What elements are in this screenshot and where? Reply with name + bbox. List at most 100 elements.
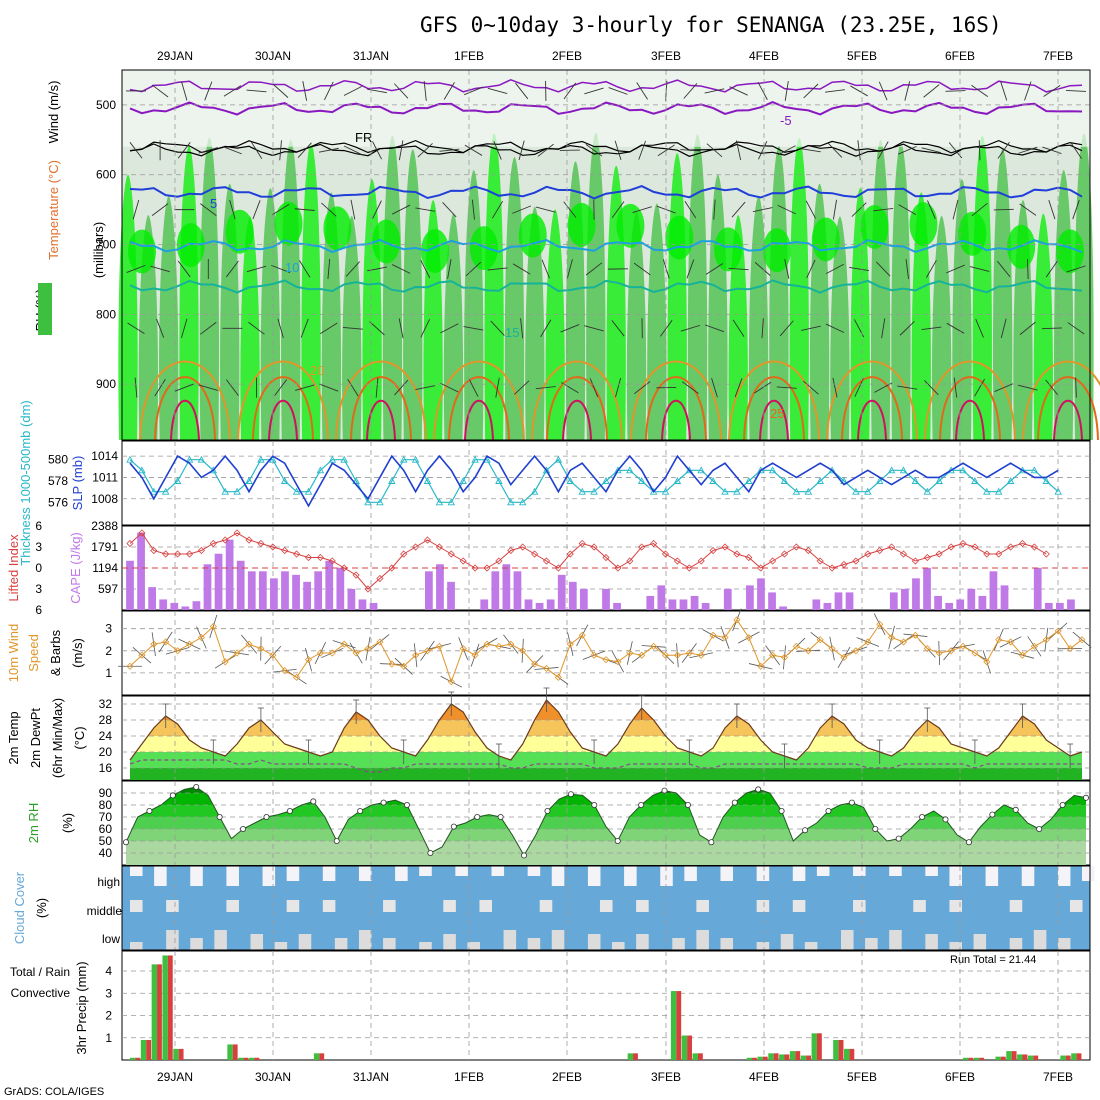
temp-25-contour xyxy=(546,376,608,441)
cape-bar xyxy=(314,571,323,610)
cape-bar xyxy=(170,602,179,610)
wind-barb xyxy=(520,318,524,339)
low-cloud-gap xyxy=(358,930,372,950)
cloud-middle-label: middle xyxy=(87,904,123,918)
precip-conv-bar xyxy=(676,991,682,1060)
wind-barb xyxy=(684,200,697,219)
rh-tick: 90 xyxy=(99,786,113,800)
thickness-point xyxy=(1006,477,1015,484)
temp-tick: 24 xyxy=(99,729,113,743)
wind-barb xyxy=(923,84,940,98)
wind-speed-point xyxy=(126,662,134,670)
wind-barb xyxy=(711,377,718,398)
rh-plume xyxy=(199,137,220,440)
wind-barb xyxy=(611,320,625,337)
middle-cloud-gap xyxy=(322,900,336,912)
wind-barb xyxy=(754,262,771,276)
freezing-line-lower xyxy=(129,143,1083,157)
low-cloud-gap xyxy=(1009,938,1023,950)
wind-barb xyxy=(154,378,166,397)
thickness-point xyxy=(887,466,896,474)
lifted-point xyxy=(304,553,313,562)
cape-bar xyxy=(535,602,544,610)
rh-plume xyxy=(545,209,565,440)
precip-conv-bar xyxy=(762,1056,768,1060)
temp-30-contour xyxy=(562,399,592,441)
thickness-point xyxy=(792,487,801,495)
wind-barb xyxy=(132,199,140,220)
low-cloud-gap xyxy=(383,938,396,950)
wind-speed-point xyxy=(935,649,943,657)
low-cloud-gap xyxy=(334,938,348,950)
wind-speed-point xyxy=(340,640,348,648)
lifted-point xyxy=(174,550,182,558)
rh-tick: 60 xyxy=(99,822,113,836)
lifted-point xyxy=(138,529,146,537)
rh-point xyxy=(965,839,972,846)
wind-barb xyxy=(825,323,845,333)
rh-tick: 50 xyxy=(99,834,113,848)
precip-total-bar xyxy=(811,1033,817,1060)
wind-barb xyxy=(921,326,942,330)
wind-barb xyxy=(925,260,937,278)
temp-25-contour xyxy=(1037,376,1099,441)
precip-total-bar xyxy=(1017,1054,1023,1060)
precip-conv-bar xyxy=(135,1057,141,1060)
wind-barb xyxy=(584,325,604,332)
wind-speed-point xyxy=(328,649,336,657)
temp-20-contour xyxy=(237,360,329,441)
cape-bar xyxy=(912,578,920,610)
cape-bar xyxy=(978,595,987,610)
rh-plume xyxy=(179,145,199,440)
rh-plume xyxy=(647,203,667,440)
wind-barb xyxy=(372,141,382,160)
lifted-point xyxy=(828,564,836,572)
wind-barb xyxy=(851,202,867,217)
cape-bar xyxy=(1033,567,1042,610)
wind-barb xyxy=(391,264,411,274)
cape-bar xyxy=(945,602,954,610)
lifted-point xyxy=(816,557,824,565)
lifted-tick: 6 xyxy=(35,603,42,617)
temp-20-contour xyxy=(531,360,623,441)
wind-barb xyxy=(633,381,651,395)
high-cloud-gap xyxy=(756,866,770,881)
wind-barb xyxy=(1019,321,1036,335)
contour-label: 20 xyxy=(310,363,324,378)
dry-upper-layer xyxy=(122,70,1090,147)
temp-minus5-contour xyxy=(129,101,1083,116)
rh-point xyxy=(521,852,528,859)
bottom-date-label: 5FEB xyxy=(847,1070,877,1084)
rh-point xyxy=(989,811,996,818)
wind-speed-point xyxy=(507,640,515,648)
wind-barb xyxy=(302,81,308,101)
slp-thickness-panel: 1008 1011 1014 576 578 580 Thickness 1000-500m… xyxy=(18,400,1091,566)
high-cloud-gap xyxy=(889,866,902,876)
cape-bar xyxy=(303,581,311,610)
rh-line xyxy=(125,786,1087,857)
wind-barb xyxy=(487,267,508,271)
middle-cloud-gap xyxy=(636,900,649,912)
lifted-point xyxy=(459,557,467,565)
low-cloud-gap xyxy=(587,934,601,950)
temp-30-contour xyxy=(464,399,494,441)
wind-barb xyxy=(657,144,675,157)
middle-cloud-gap xyxy=(599,900,613,912)
precip-tick: 2 xyxy=(105,1009,112,1023)
wind-speed-point xyxy=(304,656,313,664)
cape-bar xyxy=(214,553,223,610)
wind-speed-point xyxy=(542,664,551,673)
rh-core xyxy=(665,215,694,260)
lifted-cape-panel: 6 3 0 3 6 597 1194 1791 2388 Lifted Index CAPE (J/… xyxy=(6,519,1091,617)
wind-barb xyxy=(997,141,1010,159)
wind-speed-point xyxy=(376,638,384,646)
precip-conv-bar xyxy=(1076,1053,1082,1060)
rh-point xyxy=(731,799,738,806)
wind-barb xyxy=(1045,379,1059,396)
middle-cloud-gap xyxy=(286,900,300,912)
temp-25-contour xyxy=(154,376,216,441)
wind-speed-point xyxy=(757,662,765,670)
high-cloud-gap xyxy=(624,866,637,886)
lifted-point xyxy=(673,557,681,565)
wind-barb xyxy=(953,377,958,398)
